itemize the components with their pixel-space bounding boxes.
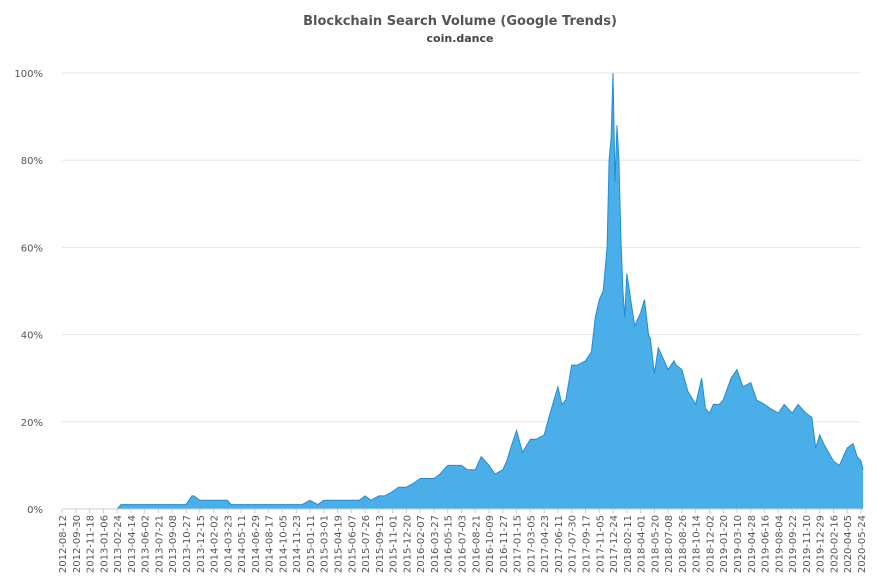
x-tick-label: 2014-08-17: [265, 515, 276, 573]
x-tick-label: 2019-04-28: [747, 515, 758, 573]
x-tick-label: 2017-06-11: [554, 515, 565, 573]
x-tick-label: 2013-02-24: [113, 515, 124, 573]
x-tick-label: 2014-11-23: [292, 515, 303, 573]
x-tick-label: 2014-05-11: [237, 515, 248, 573]
x-tick-label: 2019-09-22: [788, 515, 799, 573]
x-tick-label: 2015-01-11: [306, 515, 317, 573]
x-tick-label: 2013-04-14: [127, 515, 138, 573]
x-tick-label: 2018-10-14: [692, 515, 703, 573]
y-tick-label: 20%: [21, 418, 43, 429]
x-tick-label: 2013-12-15: [196, 515, 207, 573]
x-tick-label: 2020-04-05: [843, 515, 854, 573]
x-tick-label: 2015-12-20: [402, 515, 413, 573]
x-tick-label: 2016-07-03: [458, 515, 469, 573]
y-tick-label: 100%: [14, 69, 43, 80]
y-tick-label: 60%: [21, 243, 43, 254]
y-tick-label: 80%: [21, 156, 43, 167]
x-tick-label: 2017-03-05: [526, 515, 537, 573]
x-tick-label: 2017-04-23: [540, 515, 551, 573]
x-tick-label: 2019-01-20: [719, 515, 730, 573]
x-tick-label: 2017-11-05: [595, 515, 606, 573]
x-tick-label: 2015-04-19: [334, 515, 345, 573]
x-tick-label: 2013-09-08: [168, 515, 179, 573]
x-tick-label: 2020-02-16: [829, 515, 840, 573]
x-tick-label: 2017-12-24: [609, 515, 620, 573]
x-tick-label: 2019-12-29: [816, 515, 827, 573]
x-tick-label: 2019-08-04: [774, 515, 785, 573]
x-tick-label: 2019-06-16: [761, 515, 772, 573]
x-tick-label: 2014-02-02: [210, 515, 221, 573]
x-tick-label: 2018-05-20: [650, 515, 661, 573]
x-tick-label: 2015-11-01: [389, 515, 400, 573]
x-tick-label: 2013-06-02: [141, 515, 152, 573]
x-tick-label: 2017-09-17: [581, 515, 592, 573]
x-tick-label: 2014-03-23: [223, 515, 234, 573]
x-tick-label: 2019-11-10: [802, 515, 813, 573]
x-tick-label: 2012-09-30: [72, 515, 83, 573]
x-tick-label: 2016-10-09: [485, 515, 496, 573]
x-tick-label: 2013-01-06: [99, 515, 110, 573]
x-tick-label: 2016-08-21: [471, 515, 482, 573]
x-tick-label: 2018-08-26: [678, 515, 689, 573]
series-line: [62, 72, 864, 510]
x-tick-label: 2016-02-07: [416, 515, 427, 573]
x-tick-label: 2020-05-24: [857, 515, 868, 573]
x-tick-label: 2012-08-12: [58, 515, 69, 573]
x-tick-label: 2017-07-30: [568, 515, 579, 573]
x-tick-label: 2018-07-08: [664, 515, 675, 573]
x-tick-label: 2015-03-01: [320, 515, 331, 573]
x-tick-label: 2015-09-13: [375, 515, 386, 573]
x-tick-label: 2016-05-15: [444, 515, 455, 573]
x-tick-label: 2018-02-11: [623, 515, 634, 573]
x-tick-label: 2014-06-29: [251, 515, 262, 573]
x-tick-label: 2013-07-21: [154, 515, 165, 573]
series-area: [62, 73, 863, 509]
x-tick-label: 2015-06-07: [347, 515, 358, 573]
x-tick-label: 2016-11-27: [499, 515, 510, 573]
x-tick-label: 2013-10-27: [182, 515, 193, 573]
x-tick-label: 2012-11-18: [86, 515, 97, 573]
y-tick-label: 0%: [27, 505, 43, 516]
x-tick-label: 2017-01-15: [513, 515, 524, 573]
chart-subtitle: coin.dance: [426, 32, 494, 45]
x-tick-label: 2019-03-10: [733, 515, 744, 573]
x-tick-label: 2018-12-02: [705, 515, 716, 573]
x-tick-label: 2018-04-01: [637, 515, 648, 573]
x-tick-label: 2015-07-26: [361, 515, 372, 573]
x-tick-label: 2016-03-27: [430, 515, 441, 573]
chart-title: Blockchain Search Volume (Google Trends): [303, 14, 617, 29]
y-tick-label: 40%: [21, 331, 43, 342]
x-tick-label: 2014-10-05: [278, 515, 289, 573]
